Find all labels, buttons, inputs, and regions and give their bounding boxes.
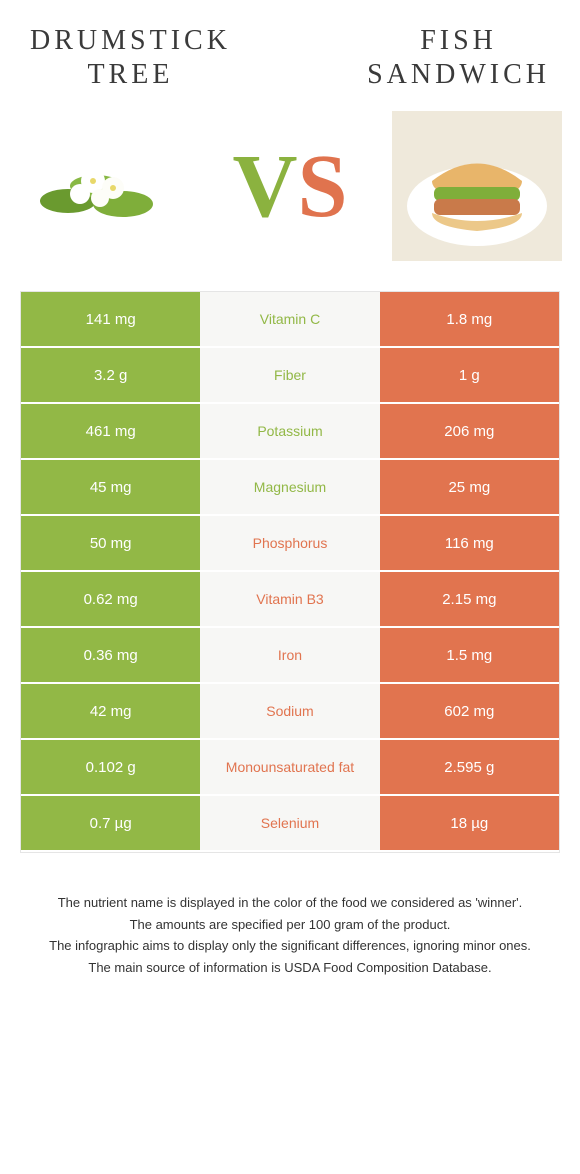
right-value: 2.595 g: [380, 740, 559, 796]
left-value: 0.102 g: [21, 740, 200, 796]
left-value: 0.36 mg: [21, 628, 200, 684]
table-row: 0.102 gMonounsaturated fat2.595 g: [21, 740, 559, 796]
header: DRUMSTICK TREE FISH SANDWICH: [0, 0, 580, 101]
nutrient-label: Selenium: [200, 796, 379, 852]
images-row: VS: [0, 101, 580, 291]
right-value: 2.15 mg: [380, 572, 559, 628]
vs-s: S: [297, 137, 347, 236]
right-food-title: FISH SANDWICH: [367, 24, 550, 91]
left-value: 0.7 µg: [21, 796, 200, 852]
nutrient-table: 141 mgVitamin C1.8 mg3.2 gFiber1 g461 mg…: [20, 291, 560, 853]
nutrient-label: Fiber: [200, 348, 379, 404]
left-value: 0.62 mg: [21, 572, 200, 628]
left-value: 3.2 g: [21, 348, 200, 404]
table-row: 45 mgMagnesium25 mg: [21, 460, 559, 516]
nutrient-label: Vitamin B3: [200, 572, 379, 628]
table-row: 42 mgSodium602 mg: [21, 684, 559, 740]
table-row: 50 mgPhosphorus116 mg: [21, 516, 559, 572]
right-value: 602 mg: [380, 684, 559, 740]
nutrient-label: Potassium: [200, 404, 379, 460]
footer-notes: The nutrient name is displayed in the co…: [30, 893, 550, 979]
right-value: 25 mg: [380, 460, 559, 516]
right-value: 1 g: [380, 348, 559, 404]
vs-label: VS: [232, 135, 347, 238]
table-row: 461 mgPotassium206 mg: [21, 404, 559, 460]
nutrient-label: Sodium: [200, 684, 379, 740]
table-row: 141 mgVitamin C1.8 mg: [21, 292, 559, 348]
table-row: 0.62 mgVitamin B32.15 mg: [21, 572, 559, 628]
left-value: 461 mg: [21, 404, 200, 460]
nutrient-label: Iron: [200, 628, 379, 684]
nutrient-label: Monounsaturated fat: [200, 740, 379, 796]
nutrient-label: Vitamin C: [200, 292, 379, 348]
right-value: 206 mg: [380, 404, 559, 460]
footer-line-4: The main source of information is USDA F…: [30, 958, 550, 978]
left-value: 50 mg: [21, 516, 200, 572]
table-row: 0.7 µgSelenium18 µg: [21, 796, 559, 852]
left-food-title: DRUMSTICK TREE: [30, 24, 231, 91]
footer-line-3: The infographic aims to display only the…: [30, 936, 550, 956]
right-value: 1.8 mg: [380, 292, 559, 348]
footer-line-1: The nutrient name is displayed in the co…: [30, 893, 550, 913]
left-value: 141 mg: [21, 292, 200, 348]
table-row: 3.2 gFiber1 g: [21, 348, 559, 404]
left-food-image: [18, 111, 188, 261]
table-row: 0.36 mgIron1.5 mg: [21, 628, 559, 684]
left-value: 45 mg: [21, 460, 200, 516]
right-value: 116 mg: [380, 516, 559, 572]
left-value: 42 mg: [21, 684, 200, 740]
right-value: 1.5 mg: [380, 628, 559, 684]
right-food-image: [392, 111, 562, 261]
footer-line-2: The amounts are specified per 100 gram o…: [30, 915, 550, 935]
right-value: 18 µg: [380, 796, 559, 852]
nutrient-label: Magnesium: [200, 460, 379, 516]
vs-v: V: [232, 137, 297, 236]
nutrient-label: Phosphorus: [200, 516, 379, 572]
